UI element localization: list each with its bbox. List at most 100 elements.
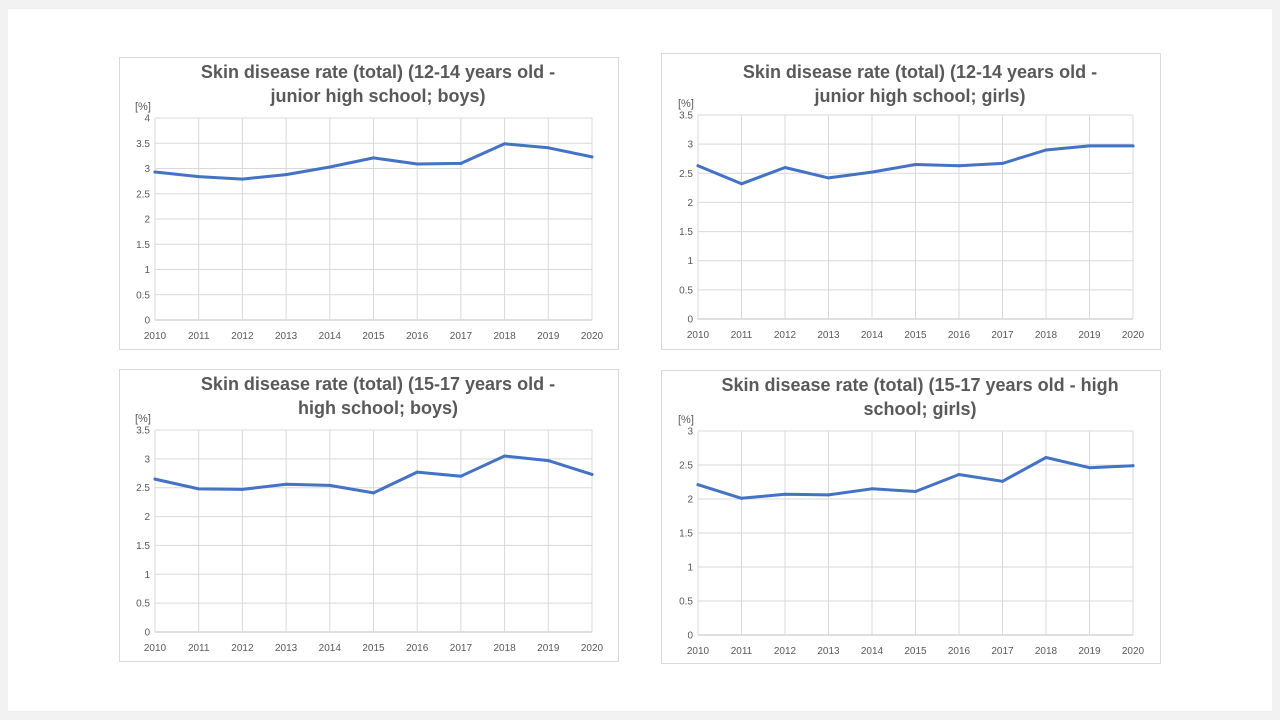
chart-title-line: junior high school; girls) <box>814 86 1026 106</box>
data-point <box>1088 144 1091 148</box>
y-tick-label: 2.5 <box>679 461 693 472</box>
data-point <box>240 177 244 181</box>
data-point <box>696 483 700 487</box>
x-tick-label: 2020 <box>1122 646 1145 657</box>
x-tick-label: 2019 <box>537 331 560 342</box>
chart-title-line: junior high school; boys) <box>270 86 486 106</box>
y-tick-label: 1 <box>687 256 693 267</box>
x-tick-label: 2016 <box>406 643 429 654</box>
chart-panel-junior-high-girls: Skin disease rate (total) (12-14 years o… <box>661 53 1161 350</box>
y-tick-label: 2 <box>144 512 150 523</box>
y-tick-label: 3.5 <box>136 426 150 437</box>
y-tick-label: 2.5 <box>136 189 150 200</box>
y-axis-unit-label: [%] <box>135 413 151 425</box>
x-tick-label: 2012 <box>774 330 797 341</box>
x-tick-label: 2013 <box>275 643 298 654</box>
y-tick-label: 2 <box>687 198 693 209</box>
y-tick-label: 2 <box>687 495 693 506</box>
data-point <box>153 477 157 481</box>
x-tick-label: 2017 <box>450 331 473 342</box>
data-point <box>827 493 830 497</box>
data-point <box>696 164 700 168</box>
x-tick-label: 2011 <box>188 331 210 342</box>
chart-svg: Skin disease rate (total) (12-14 years o… <box>678 62 1145 341</box>
y-tick-label: 3 <box>687 427 693 438</box>
x-tick-label: 2017 <box>991 330 1014 341</box>
x-tick-label: 2015 <box>904 646 927 657</box>
data-point <box>1088 466 1091 470</box>
x-tick-label: 2014 <box>319 331 342 342</box>
data-point <box>197 487 201 491</box>
y-tick-label: 0 <box>144 628 150 639</box>
data-point <box>870 487 874 491</box>
data-point <box>1131 464 1135 468</box>
x-tick-label: 2019 <box>1078 646 1101 657</box>
data-point <box>546 459 550 463</box>
y-tick-label: 3 <box>144 454 150 465</box>
y-tick-label: 4 <box>144 114 150 125</box>
data-point <box>870 170 874 174</box>
y-tick-label: 0 <box>144 316 150 327</box>
data-point <box>914 490 917 494</box>
x-tick-label: 2018 <box>493 331 516 342</box>
data-point <box>503 142 507 146</box>
x-tick-label: 2014 <box>319 643 342 654</box>
x-tick-label: 2017 <box>450 643 473 654</box>
x-tick-label: 2014 <box>861 330 884 341</box>
chart-svg: Skin disease rate (total) (15-17 years o… <box>678 375 1145 657</box>
y-axis-unit-label: [%] <box>678 414 694 426</box>
chart-panel-high-school-girls: Skin disease rate (total) (15-17 years o… <box>661 370 1161 664</box>
data-point <box>546 146 550 150</box>
data-point <box>590 472 594 476</box>
y-tick-label: 0.5 <box>136 290 150 301</box>
data-point <box>459 474 463 478</box>
slide: Skin disease rate (total) (12-14 years o… <box>8 9 1272 711</box>
x-tick-label: 2013 <box>817 330 840 341</box>
x-tick-label: 2015 <box>904 330 927 341</box>
x-tick-label: 2018 <box>1035 330 1058 341</box>
data-point <box>415 162 419 166</box>
data-point <box>328 165 332 169</box>
x-tick-label: 2019 <box>537 643 560 654</box>
x-tick-label: 2016 <box>948 646 971 657</box>
y-tick-label: 0.5 <box>679 597 693 608</box>
chart-title-line: Skin disease rate (total) (15-17 years o… <box>721 375 1118 395</box>
x-tick-label: 2010 <box>687 330 710 341</box>
data-point <box>328 483 332 487</box>
chart-title-line: Skin disease rate (total) (15-17 years o… <box>201 374 555 394</box>
chart-svg: Skin disease rate (total) (12-14 years o… <box>135 62 604 342</box>
data-point <box>372 491 375 495</box>
data-point <box>284 482 288 486</box>
y-tick-label: 3.5 <box>136 139 150 150</box>
y-tick-label: 1 <box>144 265 150 276</box>
x-tick-label: 2012 <box>231 643 254 654</box>
chart-panel-high-school-boys: Skin disease rate (total) (15-17 years o… <box>119 369 619 662</box>
y-tick-label: 2.5 <box>679 169 693 180</box>
x-tick-label: 2010 <box>144 643 167 654</box>
y-tick-label: 1.5 <box>136 240 150 251</box>
data-point <box>783 165 787 169</box>
y-tick-label: 2 <box>144 215 150 226</box>
data-point <box>1044 456 1048 460</box>
x-tick-label: 2018 <box>1035 646 1058 657</box>
x-tick-label: 2010 <box>144 331 167 342</box>
data-point <box>153 170 157 174</box>
x-tick-label: 2016 <box>948 330 971 341</box>
data-point <box>1044 148 1048 152</box>
x-tick-label: 2020 <box>581 331 604 342</box>
x-tick-label: 2010 <box>687 646 710 657</box>
y-tick-label: 0.5 <box>679 285 693 296</box>
y-tick-label: 3.5 <box>679 111 693 122</box>
chart-title-line: school; girls) <box>863 399 976 419</box>
x-tick-label: 2013 <box>275 331 298 342</box>
y-tick-label: 3 <box>687 140 693 151</box>
data-point <box>740 496 743 500</box>
x-tick-label: 2017 <box>991 646 1014 657</box>
chart-title-line: high school; boys) <box>298 398 458 418</box>
y-tick-label: 1.5 <box>679 529 693 540</box>
y-axis-unit-label: [%] <box>678 98 694 110</box>
x-tick-label: 2012 <box>774 646 797 657</box>
y-tick-label: 0 <box>687 315 693 326</box>
data-point <box>197 175 201 179</box>
chart-title-line: Skin disease rate (total) (12-14 years o… <box>743 62 1097 82</box>
